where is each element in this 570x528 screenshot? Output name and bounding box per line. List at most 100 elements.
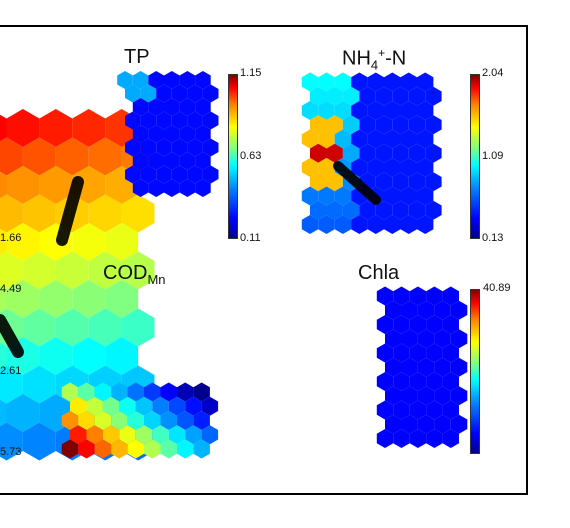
hex-cell: [164, 98, 180, 116]
hex-cell: [160, 382, 177, 402]
hex-cell: [0, 137, 23, 176]
hex-cell: [351, 101, 368, 120]
hex-cell: [152, 425, 169, 445]
hex-cell: [426, 343, 443, 363]
hex-cell: [409, 315, 427, 334]
hex-cell: [408, 143, 426, 163]
hex-cell: [376, 429, 394, 448]
hex-cell: [6, 166, 40, 204]
hex-cell: [135, 396, 153, 416]
hex-cell: [426, 286, 443, 306]
hex-cell: [171, 84, 188, 103]
hex-cell: [185, 425, 202, 445]
hex-cell: [125, 84, 141, 103]
hex-cell: [193, 411, 210, 430]
hex-cell: [39, 280, 73, 318]
hex-cell: [442, 315, 459, 334]
hex-cell: [22, 137, 56, 176]
hex-cell: [144, 382, 161, 402]
hex-cell: [0, 114, 7, 142]
hex-cell: [408, 86, 426, 106]
hex-cell: [385, 357, 402, 377]
hex-cell: [301, 186, 319, 206]
hex-cell: [384, 72, 401, 92]
hex-cell: [160, 411, 177, 430]
hex-cell: [342, 86, 360, 106]
hex-cell: [88, 308, 122, 347]
hex-cell: [376, 400, 394, 420]
hex-cell: [111, 382, 128, 402]
hex-cell: [61, 382, 79, 402]
hex-cell: [105, 223, 139, 261]
hex-cell: [400, 215, 417, 234]
hex-cell: [121, 308, 155, 347]
hex-cell: [334, 101, 352, 120]
hex-cell: [359, 200, 376, 220]
hex-cell: [318, 186, 335, 206]
hex-cell: [434, 357, 451, 377]
hex-cell: [342, 115, 360, 135]
hex-cell: [201, 425, 219, 445]
hex-cell: [94, 411, 112, 430]
left-label-2: 4.49: [0, 283, 22, 295]
cluster-boundary: [56, 176, 84, 246]
hex-cell: [301, 101, 319, 120]
hex-cell: [310, 200, 327, 220]
hex-cell: [61, 411, 79, 430]
hex-cell: [351, 215, 368, 234]
hex-cell: [156, 138, 172, 157]
hex-cell: [72, 109, 106, 147]
hex-cell: [318, 72, 335, 92]
hex-cell: [400, 129, 417, 149]
hex-cell: [88, 251, 122, 290]
hex-cell: [450, 357, 468, 377]
left-label-4: 5.73: [0, 446, 22, 458]
hex-cell: [385, 300, 402, 320]
hex-cell: [179, 179, 196, 197]
hex-cell: [121, 251, 155, 290]
hex-cell: [0, 399, 7, 427]
hex-cell: [401, 300, 418, 320]
hex-cell: [132, 98, 149, 116]
hex-cell: [70, 396, 87, 416]
hex-cell: [119, 396, 136, 416]
hex-cell: [102, 425, 120, 445]
hex-cell: [392, 200, 409, 220]
nh4-max-label: 2.04: [482, 67, 504, 79]
tp-mid-label: 0.63: [240, 150, 262, 162]
hex-cell: [392, 86, 409, 106]
hex-cell: [156, 165, 172, 184]
hex-cell: [72, 223, 106, 261]
hex-cell: [22, 308, 56, 347]
hex-cell: [78, 382, 95, 402]
hex-cell: [384, 101, 401, 120]
hex-cell: [310, 86, 327, 106]
hex-cell: [318, 101, 335, 120]
hex-cell: [367, 129, 384, 149]
hex-cell: [86, 396, 103, 416]
hex-cell: [426, 372, 443, 391]
hex-cell: [408, 172, 426, 192]
hex-cell: [318, 158, 335, 177]
hex-cell: [342, 200, 360, 220]
hex-cell: [135, 425, 153, 445]
hex-cell: [195, 125, 211, 143]
hex-cell: [0, 228, 7, 256]
hex-cell: [78, 411, 95, 430]
hex-cell: [168, 396, 186, 416]
hex-cell: [393, 315, 410, 334]
hex-cell: [326, 143, 343, 163]
hex-cell: [202, 138, 219, 157]
hex-cell: [442, 400, 459, 420]
hex-cell: [195, 98, 211, 116]
hex-cell: [334, 215, 352, 234]
hex-cell: [392, 143, 409, 163]
hex-cell: [450, 329, 468, 349]
hex-cell: [367, 72, 384, 92]
hex-cell: [385, 414, 402, 434]
hex-cell: [193, 382, 210, 402]
hex-cell: [187, 138, 203, 157]
hex-cell: [425, 143, 442, 163]
hex-cell: [318, 129, 335, 149]
